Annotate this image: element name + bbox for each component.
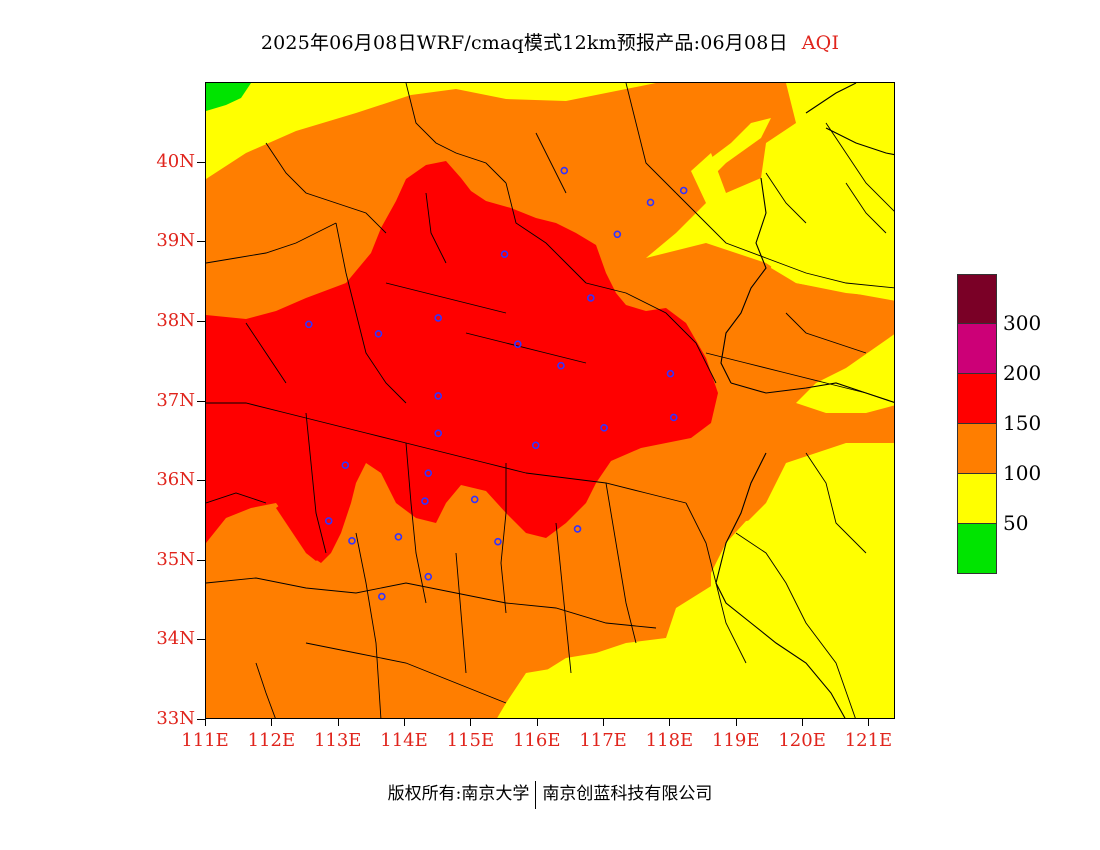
lon-tick-label: 117E (579, 730, 627, 751)
lat-tick (197, 241, 205, 243)
coastline (715, 83, 894, 718)
station-marker (434, 392, 443, 400)
station-marker (613, 230, 622, 239)
lat-tick-label: 37N (156, 389, 195, 411)
station-marker (424, 572, 433, 581)
station-marker (494, 537, 502, 546)
station-marker (341, 461, 350, 470)
lat-tick (197, 639, 205, 641)
footer-separator (535, 780, 537, 809)
lat-tick (197, 559, 205, 561)
lon-tick (271, 719, 273, 726)
station-marker (378, 592, 386, 601)
station-marker (560, 166, 569, 175)
lat-tick-label: 38N (156, 309, 195, 331)
title-text: 2025年06月08日WRF/cmaq模式12km预报产品:06月08日 (260, 32, 788, 54)
lat-tick (197, 719, 205, 720)
station-marker (348, 537, 356, 545)
lat-tick-label: 34N (156, 628, 195, 650)
red-zone (206, 161, 718, 563)
station-marker (666, 369, 675, 378)
moderate-zone-southeast (507, 443, 894, 718)
lon-tick-label: 120E (778, 730, 826, 751)
station-marker (587, 294, 595, 302)
lon-tick-label: 116E (512, 730, 561, 751)
copyright-left: 版权所有:南京大学 (387, 784, 530, 804)
station-marker (557, 361, 565, 370)
station-marker (470, 495, 479, 504)
station-marker (573, 525, 582, 533)
legend-label: 300 (1003, 311, 1042, 335)
good-zone (206, 83, 251, 111)
map-canvas (206, 83, 894, 718)
station-marker (394, 533, 403, 541)
lon-tick (470, 719, 472, 726)
lat-tick-label: 33N (156, 708, 195, 729)
lon-tick-label: 114E (380, 730, 428, 751)
lon-tick-label: 112E (247, 730, 296, 751)
lon-tick (536, 719, 538, 726)
lat-tick (197, 320, 205, 322)
station-marker (646, 198, 655, 207)
lon-tick (735, 719, 737, 726)
legend-label: 100 (1003, 461, 1042, 485)
lat-tick (197, 400, 205, 402)
station-marker (434, 314, 443, 322)
legend-swatch (957, 324, 997, 374)
lon-tick (802, 719, 804, 726)
legend-swatch (957, 374, 997, 424)
lat-tick (197, 161, 205, 163)
lon-tick (868, 719, 870, 726)
lat-tick (197, 480, 205, 482)
station-marker (679, 186, 688, 195)
lat-tick-label: 39N (156, 230, 195, 252)
lon-tick-label: 113E (313, 730, 362, 751)
moderate-zone-lake (701, 118, 771, 188)
legend-label: 50 (1003, 511, 1029, 535)
lon-tick (603, 719, 605, 726)
aqi-legend (957, 274, 997, 574)
province-boundaries (206, 83, 894, 718)
station-marker (434, 429, 443, 438)
legend-swatch (957, 274, 997, 324)
lon-tick (404, 719, 406, 726)
station-marker (374, 330, 383, 338)
station-marker (600, 423, 608, 432)
lon-tick-label: 111E (181, 730, 229, 751)
lon-tick (669, 719, 671, 726)
copyright-right: 南京创蓝科技有限公司 (542, 784, 713, 804)
lat-tick-label: 40N (156, 150, 195, 172)
station-marker (424, 469, 433, 477)
legend-label: 150 (1003, 411, 1042, 435)
lon-tick-label: 119E (712, 730, 760, 751)
moderate-zone-east (771, 143, 894, 298)
station-marker (421, 497, 429, 505)
lat-tick-label: 35N (156, 548, 195, 570)
legend-swatch (957, 424, 997, 474)
copyright-footer: 版权所有:南京大学 南京创蓝科技有限公司 (0, 779, 1100, 809)
map-title: 2025年06月08日WRF/cmaq模式12km预报产品:06月08日 AQI (0, 28, 1100, 55)
variable-label: AQI (801, 32, 840, 54)
station-marker (531, 441, 540, 450)
station-markers (305, 166, 688, 601)
legend-label: 200 (1003, 361, 1042, 385)
station-marker (669, 413, 678, 422)
legend-swatch (957, 524, 997, 574)
lon-tick-label: 118E (645, 730, 694, 751)
station-marker (324, 517, 333, 525)
station-marker (305, 320, 313, 329)
lon-tick-label: 121E (844, 730, 893, 751)
station-marker (514, 340, 522, 348)
station-marker (500, 250, 509, 258)
lon-tick (337, 719, 339, 726)
lon-tick (205, 719, 206, 726)
aqi-map (205, 82, 895, 719)
legend-swatch (957, 474, 997, 524)
lon-tick-label: 115E (446, 730, 495, 751)
lat-tick-label: 36N (156, 469, 195, 491)
